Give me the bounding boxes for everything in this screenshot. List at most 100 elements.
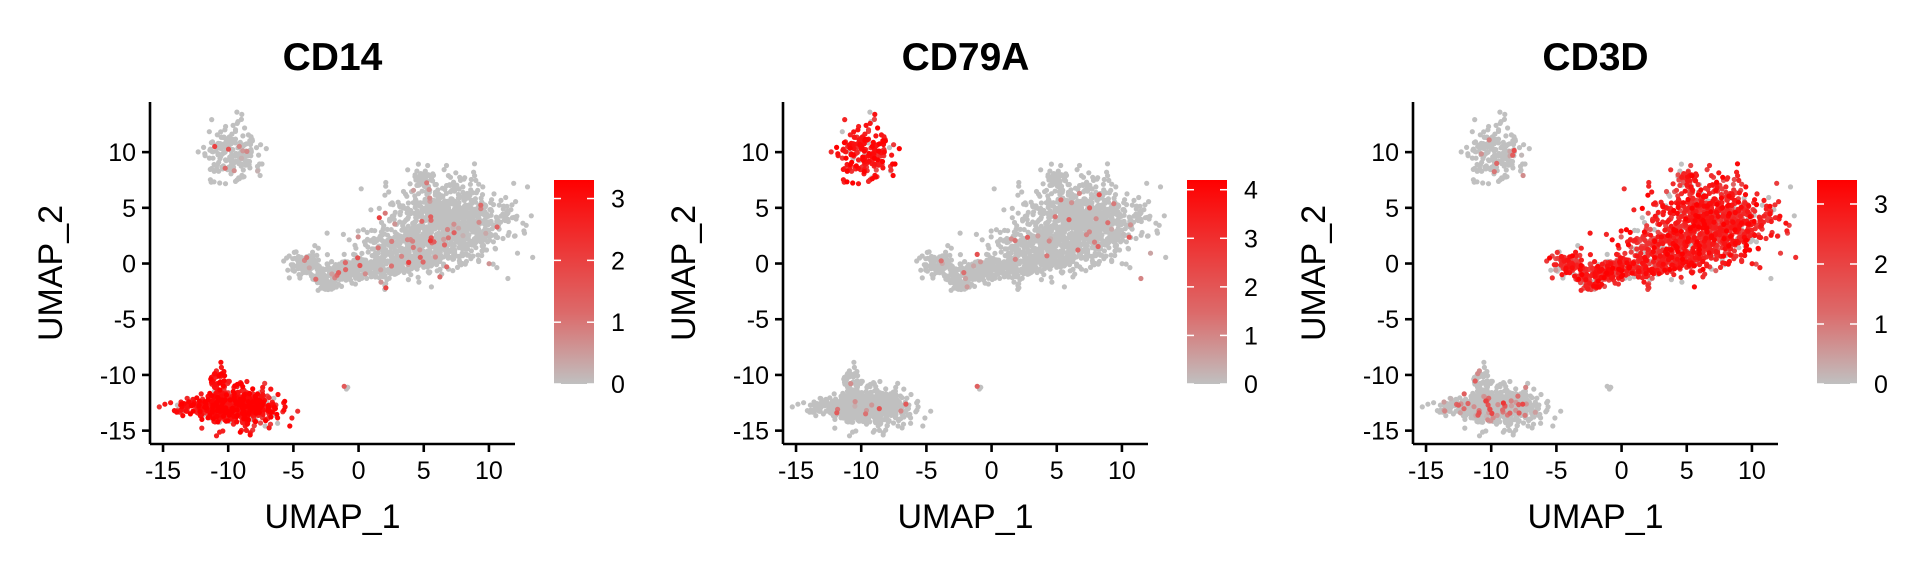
cell-point: [258, 393, 264, 400]
cell-point: [1005, 274, 1012, 280]
cell-point: [226, 378, 232, 384]
cell-point: [272, 405, 278, 412]
cell-point: [180, 413, 186, 419]
cell-point: [1065, 182, 1071, 188]
feature-panel-cd14: CD14-15 -10 -5 0 5 10-15-10-50510UMAP_1UMAP_2…: [32, 36, 625, 536]
cell-point: [424, 230, 430, 236]
cell-point: [1031, 209, 1037, 215]
cell-point: [368, 207, 374, 213]
cell-point: [1073, 207, 1079, 213]
cell-point: [1084, 181, 1090, 187]
cell-point: [352, 270, 359, 276]
cell-point: [243, 141, 250, 147]
cell-point: [287, 423, 293, 429]
cell-point: [460, 228, 466, 234]
cell-point: [1075, 186, 1081, 193]
cell-point: [944, 262, 950, 268]
cell-point: [988, 228, 994, 234]
cell-point: [386, 189, 392, 195]
cell-point: [429, 262, 435, 268]
cell-point: [381, 257, 387, 264]
x-tick-label: -5: [282, 457, 304, 485]
cell-point: [988, 263, 994, 269]
cell-point: [1145, 233, 1151, 239]
cell-point: [257, 420, 264, 426]
cell-point: [1036, 217, 1042, 223]
cell-point: [991, 186, 997, 192]
cell-point: [295, 253, 302, 260]
cell-point: [256, 152, 262, 158]
cell-point: [378, 271, 384, 277]
cell-point: [1083, 209, 1090, 215]
cell-point: [227, 397, 233, 403]
cell-point: [223, 123, 229, 130]
cell-point: [426, 186, 432, 193]
cell-point: [513, 199, 519, 205]
cell-point: [266, 425, 272, 431]
cell-point: [428, 214, 434, 220]
cell-point: [364, 275, 370, 281]
cell-point: [451, 181, 457, 187]
cell-point: [867, 109, 873, 115]
cell-point: [466, 217, 472, 223]
cell-point: [995, 270, 1001, 276]
cell-point: [196, 398, 202, 404]
cell-point: [376, 205, 382, 211]
cell-point: [372, 274, 378, 280]
cell-point: [190, 401, 196, 408]
cell-point: [220, 383, 226, 389]
cell-point: [378, 279, 384, 285]
cell-point: [500, 235, 506, 242]
cell-point: [450, 268, 456, 274]
cell-point: [236, 176, 242, 182]
cell-point: [423, 209, 429, 215]
cell-point: [918, 267, 924, 273]
cell-point: [419, 239, 425, 245]
cell-point: [382, 250, 388, 256]
cell-point: [235, 399, 241, 405]
cell-point: [964, 265, 970, 271]
cell-point: [464, 235, 470, 241]
cell-point: [988, 234, 994, 240]
cell-point: [246, 410, 252, 416]
cell-point: [199, 425, 205, 431]
cell-point: [489, 197, 495, 203]
cell-point: [353, 245, 359, 251]
cell-point: [993, 227, 1000, 233]
cell-point: [247, 390, 253, 397]
cell-point: [366, 262, 372, 268]
cell-point: [478, 195, 484, 201]
cell-point: [1056, 174, 1062, 180]
cell-point: [219, 397, 225, 403]
cell-point: [1076, 162, 1083, 169]
cell-point: [222, 181, 229, 187]
cell-point: [463, 258, 469, 265]
cell-point: [1016, 281, 1022, 287]
cell-point: [156, 404, 162, 410]
cell-point: [1074, 167, 1080, 173]
cell-point: [468, 187, 474, 193]
cell-point: [359, 250, 365, 256]
cell-point: [282, 398, 288, 404]
cell-point: [1003, 264, 1010, 270]
cell-point: [218, 359, 224, 365]
cell-point: [458, 262, 464, 268]
cell-point: [341, 383, 347, 389]
cell-point: [1051, 203, 1057, 209]
cell-point: [1090, 177, 1097, 183]
cell-point: [443, 190, 449, 196]
cell-point: [298, 272, 304, 278]
cell-point: [383, 179, 389, 186]
cell-point: [1039, 254, 1045, 260]
cell-point: [1109, 257, 1115, 263]
cell-point: [495, 234, 501, 241]
cell-point: [1083, 188, 1089, 194]
cell-point: [396, 261, 402, 267]
cell-point: [231, 391, 237, 397]
cell-point: [1059, 270, 1065, 276]
cell-point: [321, 279, 327, 285]
cell-point: [998, 244, 1004, 250]
cell-point: [324, 230, 330, 236]
cell-point: [1133, 235, 1139, 242]
cell-point: [498, 213, 504, 219]
